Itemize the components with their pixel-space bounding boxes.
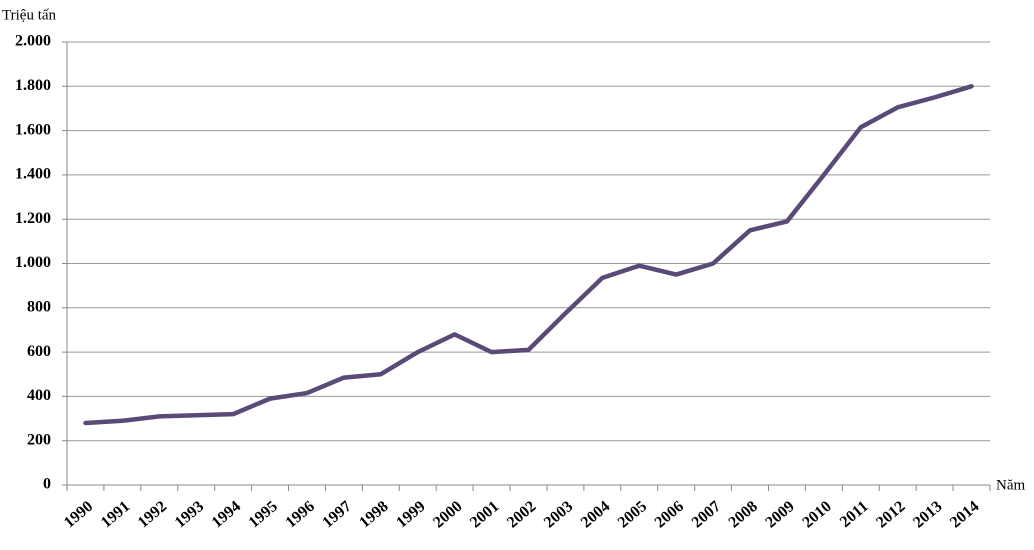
x-tick-label: 1995 xyxy=(246,498,281,532)
x-tick-label: 1991 xyxy=(98,498,133,532)
x-tick-label: 1994 xyxy=(209,498,244,532)
x-tick-label: 2006 xyxy=(652,498,687,532)
y-tick-label: 1.400 xyxy=(15,166,51,183)
x-tick-label: 2011 xyxy=(837,498,872,531)
x-tick-label: 1993 xyxy=(172,498,207,532)
x-tick-label: 1998 xyxy=(356,498,391,532)
y-tick-label: 1.600 xyxy=(15,121,51,138)
x-tick-label: 2014 xyxy=(947,498,982,532)
y-tick-label: 200 xyxy=(27,431,51,448)
y-tick-label: 400 xyxy=(27,387,51,404)
y-tick-label: 0 xyxy=(43,476,51,493)
y-tick-label: 1.200 xyxy=(15,210,51,227)
line xyxy=(83,84,974,426)
x-tick-label: 2005 xyxy=(615,498,650,532)
y-tick-label: 600 xyxy=(27,343,51,360)
x-tick-label: 2004 xyxy=(578,498,613,532)
y-tick-label: 2.000 xyxy=(15,33,51,50)
x-tick-label: 1990 xyxy=(61,498,96,532)
x-tick-label: 1992 xyxy=(135,498,170,532)
y-tick-label: 800 xyxy=(27,298,51,315)
x-tick-label: 2013 xyxy=(910,498,945,532)
x-tick-label: 2002 xyxy=(504,498,539,532)
x-tick-label: 2009 xyxy=(762,498,797,532)
x-tick-label: 1997 xyxy=(319,498,354,532)
y-axis-label: Triệu tấn xyxy=(2,7,57,23)
x-axis-label: Năm xyxy=(996,477,1025,493)
x-tick-label: 1996 xyxy=(282,498,317,532)
x-tick-label: 2000 xyxy=(430,498,465,532)
x-tick-label: 2012 xyxy=(873,498,908,532)
x-tick-label: 1999 xyxy=(393,498,428,532)
x-tick-label: 2007 xyxy=(689,498,724,532)
y-tick-label: 1.000 xyxy=(15,254,51,271)
x-tick-label: 2003 xyxy=(541,498,576,532)
y-tick-label: 1.800 xyxy=(15,77,51,94)
x-tick-label: 2008 xyxy=(726,498,761,532)
x-tick-label: 2010 xyxy=(799,498,834,532)
x-tick-label: 2001 xyxy=(467,498,502,532)
